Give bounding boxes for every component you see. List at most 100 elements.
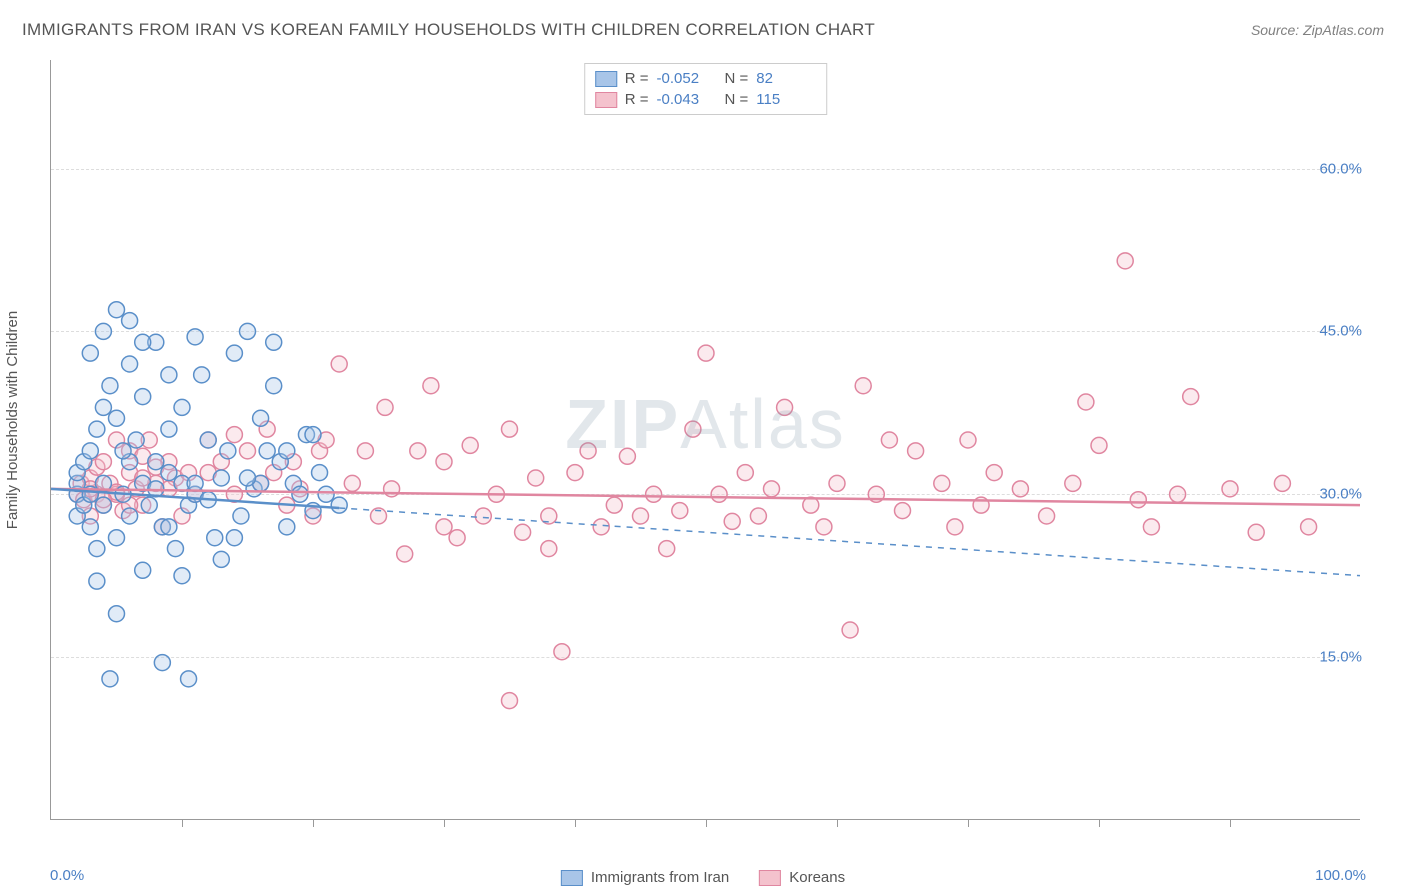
data-point bbox=[449, 530, 465, 546]
data-point bbox=[233, 508, 249, 524]
n-label: N = bbox=[725, 91, 749, 108]
data-point bbox=[200, 432, 216, 448]
r-value-a: -0.052 bbox=[657, 70, 717, 87]
data-point bbox=[220, 443, 236, 459]
data-point bbox=[1248, 524, 1264, 540]
n-value-a: 82 bbox=[756, 70, 816, 87]
data-point bbox=[1183, 389, 1199, 405]
data-point bbox=[115, 443, 131, 459]
chart-area: ZIPAtlas R = -0.052 N = 82 R = -0.043 N … bbox=[50, 60, 1360, 820]
data-point bbox=[122, 508, 138, 524]
stats-row-series-a: R = -0.052 N = 82 bbox=[595, 68, 817, 89]
data-point bbox=[122, 356, 138, 372]
data-point bbox=[122, 313, 138, 329]
data-point bbox=[895, 503, 911, 519]
data-point bbox=[1301, 519, 1317, 535]
x-tick bbox=[837, 819, 838, 827]
legend-swatch-b bbox=[759, 870, 781, 886]
data-point bbox=[141, 497, 157, 513]
x-tick bbox=[706, 819, 707, 827]
data-point bbox=[266, 334, 282, 350]
data-point bbox=[181, 671, 197, 687]
r-label: R = bbox=[625, 70, 649, 87]
data-point bbox=[187, 329, 203, 345]
data-point bbox=[541, 541, 557, 557]
data-point bbox=[685, 421, 701, 437]
data-point bbox=[95, 323, 111, 339]
x-tick bbox=[968, 819, 969, 827]
data-point bbox=[292, 486, 308, 502]
data-point bbox=[344, 475, 360, 491]
data-point bbox=[279, 519, 295, 535]
data-point bbox=[397, 546, 413, 562]
data-point bbox=[109, 606, 125, 622]
data-point bbox=[253, 410, 269, 426]
data-point bbox=[82, 519, 98, 535]
x-axis-min-label: 0.0% bbox=[50, 867, 84, 884]
data-point bbox=[207, 530, 223, 546]
data-point bbox=[187, 475, 203, 491]
data-point bbox=[161, 367, 177, 383]
swatch-series-b bbox=[595, 92, 617, 108]
legend-item-a: Immigrants from Iran bbox=[561, 869, 729, 886]
legend-swatch-a bbox=[561, 870, 583, 886]
data-point bbox=[331, 356, 347, 372]
data-point bbox=[593, 519, 609, 535]
data-point bbox=[436, 454, 452, 470]
data-point bbox=[934, 475, 950, 491]
data-point bbox=[312, 465, 328, 481]
x-tick bbox=[575, 819, 576, 827]
legend-label-a: Immigrants from Iran bbox=[591, 869, 729, 886]
data-point bbox=[266, 378, 282, 394]
data-point bbox=[711, 486, 727, 502]
x-tick bbox=[1230, 819, 1231, 827]
data-point bbox=[1078, 394, 1094, 410]
data-point bbox=[174, 399, 190, 415]
data-point bbox=[1065, 475, 1081, 491]
data-point bbox=[95, 454, 111, 470]
data-point bbox=[259, 443, 275, 459]
data-point bbox=[357, 443, 373, 459]
data-point bbox=[1130, 492, 1146, 508]
data-point bbox=[1039, 508, 1055, 524]
data-point bbox=[1117, 253, 1133, 269]
stats-legend-box: R = -0.052 N = 82 R = -0.043 N = 115 bbox=[584, 63, 828, 115]
data-point bbox=[226, 427, 242, 443]
data-point bbox=[580, 443, 596, 459]
data-point bbox=[279, 443, 295, 459]
data-point bbox=[240, 323, 256, 339]
n-label: N = bbox=[725, 70, 749, 87]
data-point bbox=[646, 486, 662, 502]
legend-item-b: Koreans bbox=[759, 869, 845, 886]
data-point bbox=[528, 470, 544, 486]
data-point bbox=[128, 432, 144, 448]
data-point bbox=[148, 454, 164, 470]
data-point bbox=[135, 389, 151, 405]
data-point bbox=[1274, 475, 1290, 491]
data-point bbox=[1222, 481, 1238, 497]
data-point bbox=[213, 470, 229, 486]
data-point bbox=[777, 399, 793, 415]
data-point bbox=[135, 334, 151, 350]
data-point bbox=[475, 508, 491, 524]
data-point bbox=[226, 530, 242, 546]
data-point bbox=[95, 497, 111, 513]
x-tick bbox=[1099, 819, 1100, 827]
data-point bbox=[1012, 481, 1028, 497]
x-tick bbox=[182, 819, 183, 827]
source-attribution: Source: ZipAtlas.com bbox=[1251, 22, 1384, 38]
data-point bbox=[161, 519, 177, 535]
data-point bbox=[161, 465, 177, 481]
trendline-a-dashed bbox=[339, 508, 1360, 576]
data-point bbox=[213, 551, 229, 567]
data-point bbox=[515, 524, 531, 540]
data-point bbox=[135, 562, 151, 578]
data-point bbox=[908, 443, 924, 459]
data-point bbox=[305, 427, 321, 443]
data-point bbox=[109, 302, 125, 318]
data-point bbox=[194, 367, 210, 383]
data-point bbox=[672, 503, 688, 519]
data-point bbox=[95, 399, 111, 415]
data-point bbox=[502, 421, 518, 437]
y-axis-label: Family Households with Children bbox=[4, 311, 21, 529]
